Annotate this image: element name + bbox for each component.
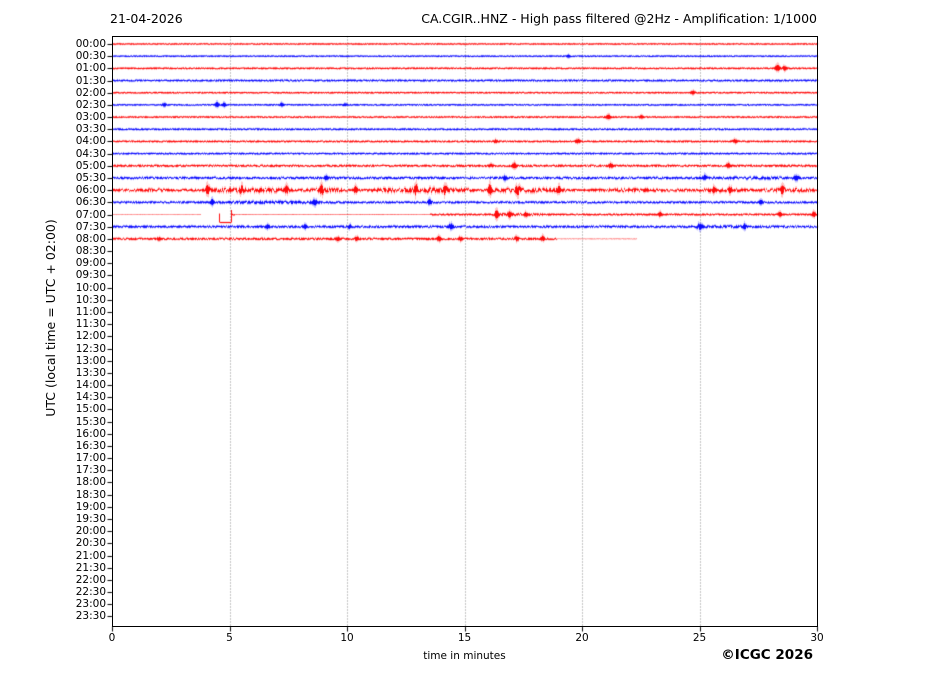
y-tick-label: 20:30	[75, 537, 106, 550]
y-tick-label: 08:00	[75, 232, 106, 245]
x-axis-label: time in minutes	[423, 650, 506, 662]
y-tick-label: 17:30	[75, 464, 106, 477]
y-tick-label: 12:30	[75, 342, 106, 355]
y-tick-label: 04:00	[75, 135, 106, 148]
y-tick-label: 15:30	[75, 415, 106, 428]
y-tick-label: 23:30	[75, 610, 106, 623]
x-tick-label: 30	[810, 632, 824, 644]
station-title: CA.CGIR..HNZ - High pass filtered @2Hz -…	[421, 11, 817, 26]
y-tick-label: 10:30	[75, 293, 106, 306]
y-tick-label: 11:30	[75, 318, 106, 331]
copyright-text: ©ICGC 2026	[721, 647, 813, 663]
y-tick-label: 07:30	[75, 220, 106, 233]
date-title: 21-04-2026	[110, 11, 183, 26]
x-tick-label: 20	[575, 632, 589, 644]
y-tick-label: 08:30	[75, 245, 106, 258]
y-tick-label: 00:00	[75, 38, 106, 50]
y-tick-label: 05:30	[75, 171, 106, 184]
y-tick-label: 19:00	[75, 500, 106, 513]
y-tick-label: 07:00	[75, 208, 106, 221]
x-tick-label: 5	[226, 632, 233, 644]
y-tick-label: 17:00	[75, 452, 106, 465]
y-tick-label: 13:00	[75, 354, 106, 367]
y-tick-label: 11:00	[75, 305, 106, 318]
y-tick-label: 02:00	[75, 86, 106, 99]
y-tick-label: 12:00	[75, 330, 106, 343]
y-tick-label: 04:30	[75, 147, 106, 160]
x-tick-label: 15	[457, 632, 472, 644]
x-tick-label: 0	[108, 632, 116, 644]
y-tick-label: 09:00	[75, 257, 106, 270]
y-tick-label: 06:30	[75, 196, 106, 209]
y-tick-label: 00:30	[75, 50, 106, 63]
y-tick-label: 22:00	[75, 573, 106, 586]
y-tick-label: 01:30	[75, 74, 106, 87]
y-tick-label: 18:00	[75, 476, 106, 489]
y-tick-label: 14:30	[75, 391, 106, 404]
y-tick-label: 20:00	[75, 525, 106, 538]
y-tick-label: 22:30	[75, 586, 106, 599]
y-tick-label: 18:30	[75, 488, 106, 501]
y-tick-label: 03:00	[75, 111, 106, 124]
y-tick-label: 10:00	[75, 281, 106, 294]
y-tick-label: 06:00	[75, 184, 106, 197]
y-tick-label: 21:00	[75, 549, 106, 562]
y-tick-label: 05:00	[75, 159, 106, 172]
y-tick-label: 01:00	[75, 62, 106, 75]
y-tick-label: 09:30	[75, 269, 106, 282]
y-tick-label: 16:00	[75, 427, 106, 440]
y-tick-label: 21:30	[75, 561, 106, 574]
y-tick-label: 02:30	[75, 98, 106, 111]
y-tick-label: 13:30	[75, 366, 106, 379]
x-tick-label: 25	[692, 632, 707, 644]
x-tick-label: 10	[340, 632, 354, 644]
plot-frame	[112, 36, 818, 627]
y-tick-label: 03:30	[75, 123, 106, 136]
y-tick-label: 15:00	[75, 403, 106, 416]
y-tick-label: 14:00	[75, 379, 106, 392]
y-tick-label: 23:00	[75, 598, 106, 611]
y-tick-label: 16:30	[75, 439, 106, 452]
y-tick-label: 19:30	[75, 513, 106, 526]
